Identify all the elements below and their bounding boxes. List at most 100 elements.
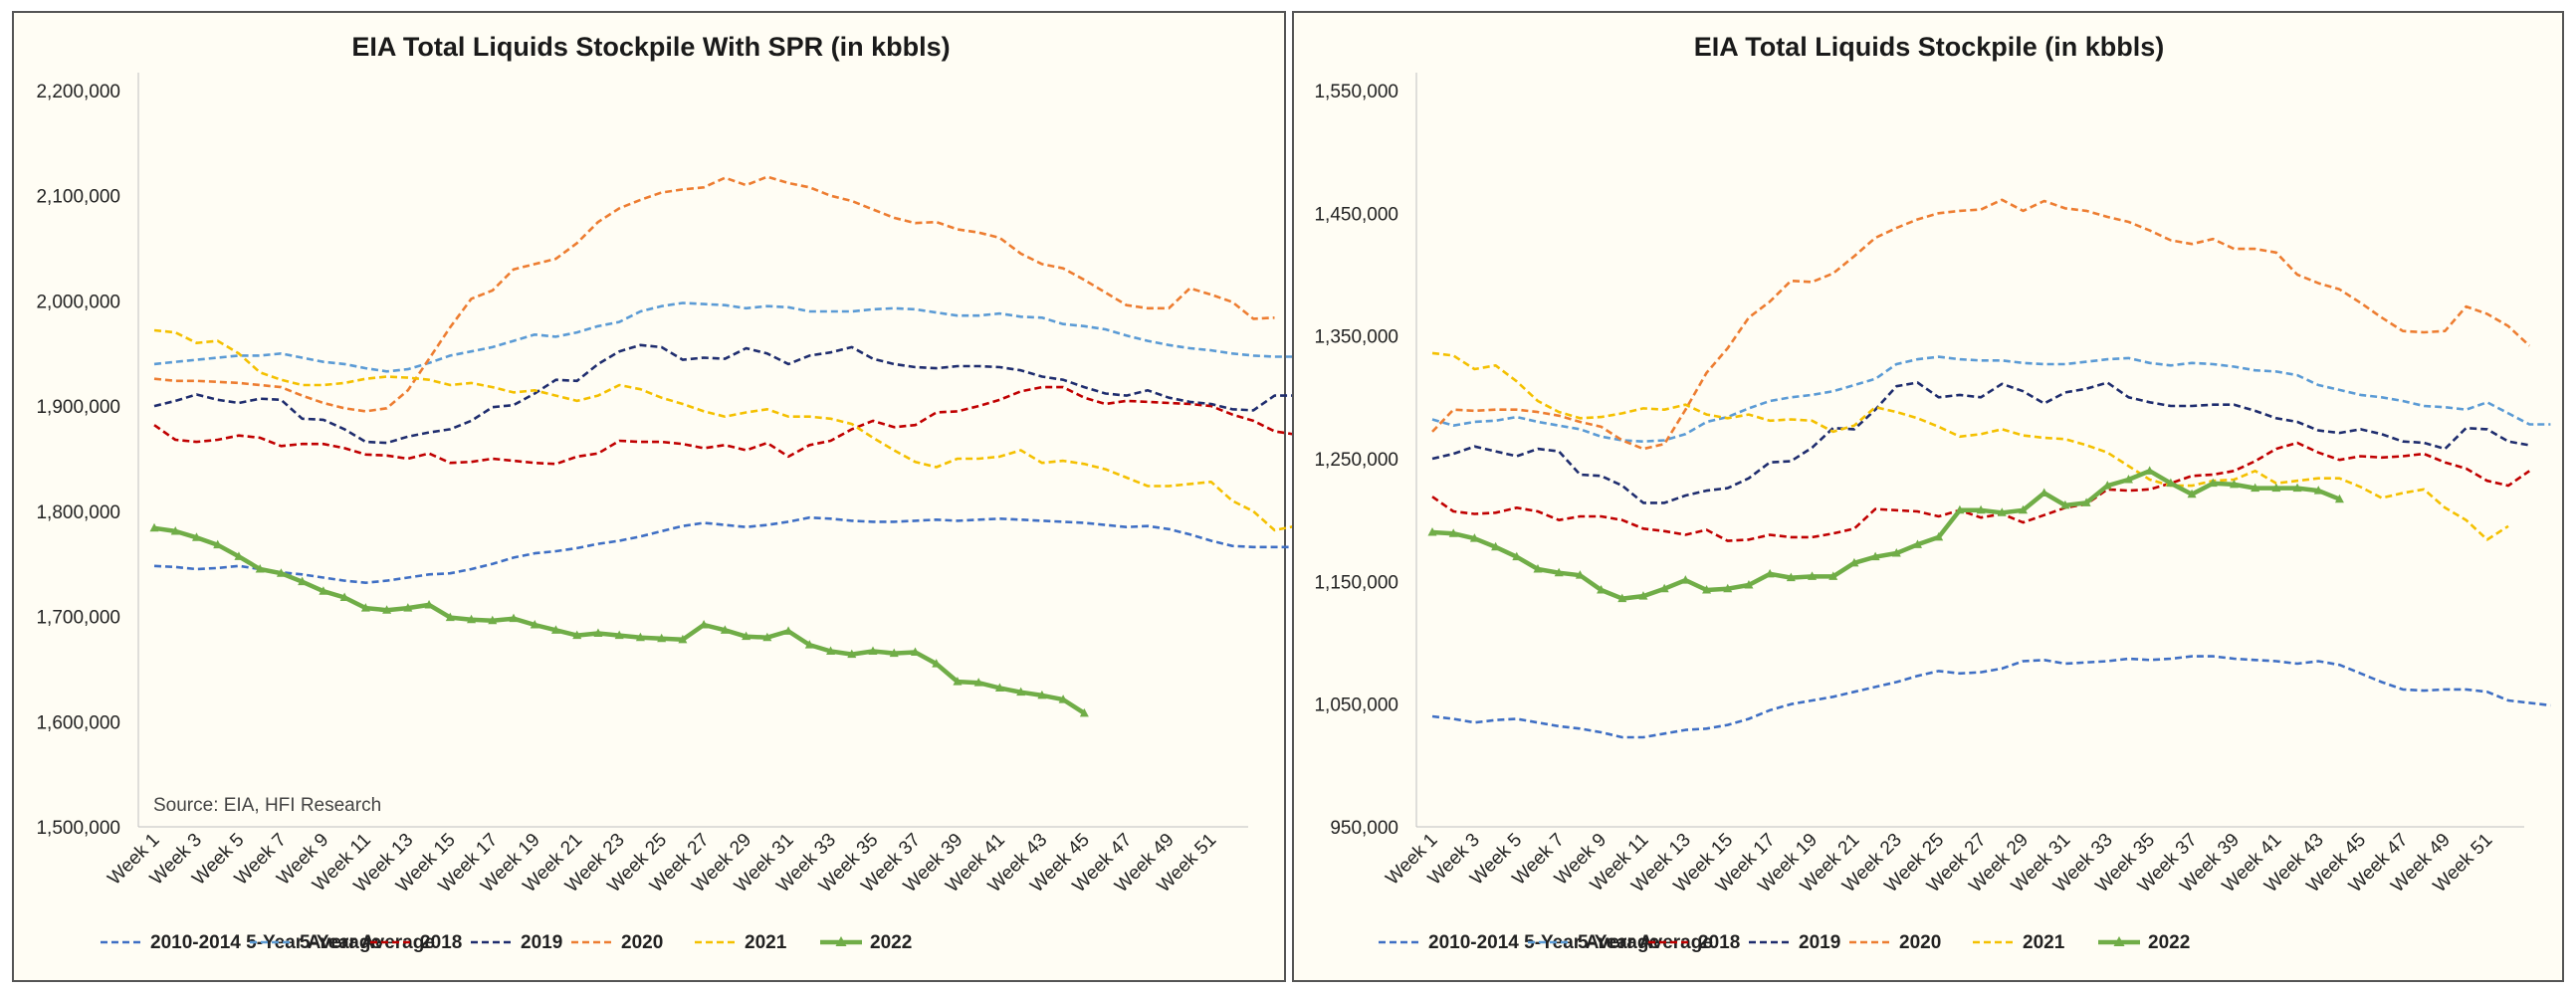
- legend-label: 2020: [621, 932, 663, 953]
- series-2021: [153, 328, 1296, 532]
- series-5-year-average: [153, 301, 1381, 377]
- series-2022: [149, 522, 1089, 717]
- data-point-marker: [276, 568, 286, 577]
- data-point-marker: [742, 631, 751, 641]
- data-point-marker: [657, 633, 667, 643]
- series-2020: [1431, 198, 2531, 451]
- series-5-year-average: [1431, 355, 2551, 444]
- series-line-2022: [153, 525, 1086, 715]
- data-point-marker: [783, 626, 793, 635]
- data-point-marker: [1891, 547, 1901, 557]
- legend-label: 2021: [2023, 932, 2065, 953]
- data-point-marker: [2187, 489, 2197, 498]
- legend-label: 2020: [1899, 932, 1941, 953]
- data-point-marker: [1808, 571, 1818, 580]
- data-point-marker: [2251, 483, 2260, 493]
- data-point-marker: [1512, 551, 1522, 561]
- line-chart-without-spr: EIA Total Liquids Stockpile (in kbbls) 95…: [1314, 32, 2551, 953]
- y-tick-label: 1,700,000: [36, 608, 120, 629]
- legend-item-2022: 2022: [2098, 932, 2190, 953]
- data-point-marker: [1997, 507, 2007, 516]
- legend-label: 2021: [745, 932, 787, 953]
- legend-label: 2022: [2148, 932, 2190, 953]
- legend-label: 2018: [420, 932, 462, 953]
- y-tick-label: 1,350,000: [1314, 327, 1398, 348]
- legend-label: 2019: [1799, 932, 1840, 953]
- data-point-marker: [424, 599, 434, 609]
- data-point-marker: [149, 522, 159, 532]
- legend-label: 2019: [521, 932, 562, 953]
- data-point-marker: [1469, 533, 1479, 542]
- data-point-marker: [2208, 478, 2218, 488]
- data-point-marker: [2166, 478, 2176, 488]
- data-point-marker: [847, 649, 857, 659]
- series-2019: [1431, 381, 2530, 504]
- data-point-marker: [614, 630, 624, 640]
- data-point-marker: [488, 615, 498, 625]
- data-point-marker: [1976, 504, 1986, 514]
- data-point-marker: [1765, 568, 1775, 578]
- source-note: Source: EIA, HFI Research: [153, 795, 381, 816]
- legend-item-2019: 2019: [1749, 932, 1840, 953]
- data-point-marker: [572, 630, 582, 640]
- legend-label: 5-Year Average: [1578, 932, 1713, 953]
- data-point-marker: [720, 625, 730, 634]
- legend-item-2022: 2022: [820, 932, 912, 953]
- y-tick-label: 1,050,000: [1314, 695, 1398, 716]
- legend-label: 5-Year Average: [300, 932, 435, 953]
- data-point-marker: [1079, 707, 1089, 717]
- data-point-marker: [635, 632, 645, 642]
- series-2020: [153, 175, 1275, 413]
- data-point-marker: [2292, 483, 2302, 493]
- y-tick-label: 1,250,000: [1314, 450, 1398, 471]
- series-line-2018: [153, 385, 1318, 466]
- data-point-marker: [1575, 570, 1585, 579]
- data-point-marker: [953, 677, 963, 686]
- data-point-marker: [762, 632, 772, 642]
- chart-title: EIA Total Liquids Stockpile (in kbbls): [1694, 32, 2165, 62]
- data-point-marker: [2229, 479, 2239, 489]
- data-point-marker: [382, 605, 392, 614]
- legend-item-2020: 2020: [1849, 932, 1941, 953]
- data-point-marker: [1849, 557, 1859, 567]
- data-point-marker: [1016, 687, 1026, 696]
- data-point-marker: [1913, 539, 1923, 548]
- data-point-marker: [1638, 591, 1648, 600]
- series-line-2020: [1431, 198, 2531, 451]
- data-point-marker: [1744, 580, 1754, 589]
- data-point-marker: [1533, 564, 1543, 573]
- data-point-marker: [1491, 541, 1501, 551]
- data-point-marker: [1934, 531, 1944, 541]
- series-line-5-year-average: [153, 301, 1381, 377]
- data-point-marker: [2039, 488, 2049, 497]
- data-point-marker: [804, 640, 814, 649]
- data-point-marker: [213, 539, 223, 549]
- data-point-marker: [1680, 575, 1690, 584]
- y-tick-label: 1,500,000: [36, 818, 120, 839]
- data-point-marker: [509, 613, 519, 623]
- series-line-2010-2014-5-year-average: [153, 515, 1381, 585]
- data-point-marker: [826, 646, 836, 655]
- data-point-marker: [1702, 584, 1712, 594]
- y-tick-label: 1,900,000: [36, 397, 120, 418]
- series-2022: [1427, 466, 2344, 603]
- series-2010-2014-5-year-average: [153, 515, 1381, 585]
- data-point-marker: [255, 564, 265, 573]
- legend-item-2020: 2020: [571, 932, 663, 953]
- series-2018: [1431, 441, 2530, 542]
- data-point-marker: [170, 525, 180, 535]
- data-point-marker: [360, 603, 370, 612]
- data-point-marker: [1448, 528, 1458, 537]
- data-point-marker: [1427, 527, 1437, 536]
- y-tick-label: 1,550,000: [1314, 82, 1398, 102]
- legend-label: 2018: [1698, 932, 1740, 953]
- series-2018: [153, 385, 1318, 466]
- legend-item-5-year-average: 5-Year Average: [250, 932, 435, 953]
- y-tick-label: 1,450,000: [1314, 204, 1398, 225]
- data-point-marker: [2313, 486, 2323, 495]
- data-point-marker: [191, 532, 201, 541]
- legend-item-2021: 2021: [1973, 932, 2065, 953]
- y-tick-label: 2,100,000: [36, 187, 120, 208]
- legend-item-2019: 2019: [471, 932, 562, 953]
- series-line-2019: [1431, 381, 2530, 504]
